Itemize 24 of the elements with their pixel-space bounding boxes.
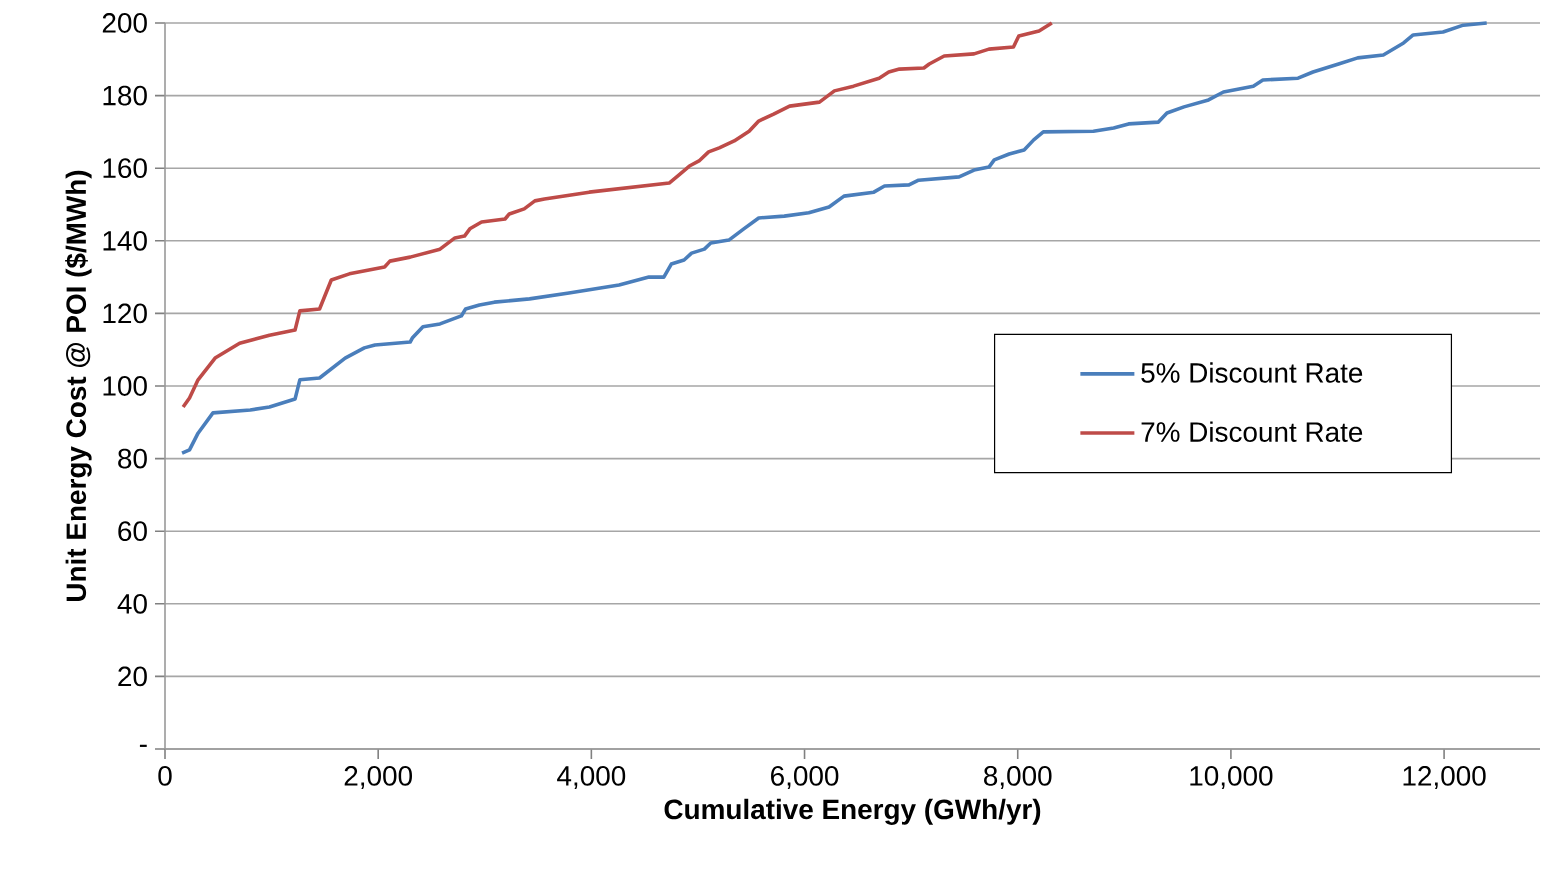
line-series bbox=[181, 21, 1054, 409]
y-tick-label: 60 bbox=[118, 521, 147, 542]
y-tick-label: - bbox=[139, 744, 147, 747]
x-tick-label: 12,000 bbox=[1403, 766, 1486, 790]
y-axis-title: Unit Energy Cost @ POI ($/MWh) bbox=[65, 170, 92, 601]
x-tick-label: 10,000 bbox=[1190, 766, 1273, 790]
legend-label: 5% Discount Rate bbox=[1141, 362, 1363, 383]
y-tick-label: 140 bbox=[103, 230, 147, 251]
y-tick-label: 200 bbox=[102, 13, 147, 33]
x-tick-label: 6,000 bbox=[771, 766, 839, 790]
y-tick-label: 160 bbox=[103, 158, 147, 179]
y-tick-label: 120 bbox=[103, 303, 147, 324]
y-tick-label: 40 bbox=[117, 593, 147, 614]
x-tick-label: 8,000 bbox=[984, 766, 1052, 790]
y-tick-label: 20 bbox=[118, 666, 147, 687]
y-tick-label: 180 bbox=[103, 85, 147, 106]
x-tick-label: 4,000 bbox=[557, 766, 626, 790]
y-tick-label: 80 bbox=[118, 448, 147, 469]
x-tick-label: 0 bbox=[158, 766, 172, 786]
legend-label: 7% Discount Rate bbox=[1141, 421, 1363, 442]
y-tick-label: 100 bbox=[103, 376, 147, 396]
x-tick-label: 2,000 bbox=[344, 766, 412, 790]
x-axis-title: Cumulative Energy (GWh/yr) bbox=[664, 798, 1041, 825]
line-series bbox=[180, 21, 1489, 455]
